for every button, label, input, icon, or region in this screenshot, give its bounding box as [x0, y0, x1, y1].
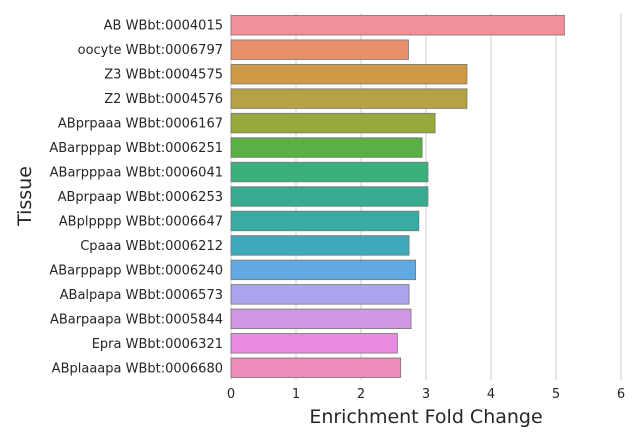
x-tick-labels: 0 1 2 3 4 5 6: [227, 387, 625, 402]
y-tick-label: ABplaaapa WBbt:0006680: [52, 361, 223, 376]
y-tick-label: ABarpppaa WBbt:0006041: [50, 166, 223, 181]
y-tick-label: Z3 WBbt:0004575: [104, 68, 223, 83]
bar-11: [230, 284, 410, 305]
y-tick-label: AB WBbt:0004015: [104, 19, 223, 34]
y-tick-label: Epra WBbt:0006321: [92, 337, 223, 352]
y-tick-label: ABprpaap WBbt:0006253: [58, 190, 223, 205]
bar-7: [230, 186, 429, 207]
y-tick-label: ABarpaapa WBbt:0005844: [50, 312, 223, 327]
y-tick-label: ABarpppap WBbt:0006251: [49, 141, 223, 156]
x-tick-label: 1: [292, 387, 300, 402]
x-tick-label: 4: [487, 387, 495, 402]
bar-13: [230, 333, 398, 354]
bar-8: [230, 210, 420, 232]
bar-12: [230, 308, 412, 330]
bars: [230, 15, 565, 378]
y-tick-label: oocyte WBbt:0006797: [78, 43, 223, 58]
x-tick-label: 5: [552, 387, 560, 402]
bar-14: [230, 357, 402, 378]
x-tick-label: 0: [227, 387, 235, 402]
bar-3: [230, 88, 468, 109]
bar-6: [230, 161, 429, 183]
x-tick-label: 3: [422, 387, 430, 402]
y-tick-label: ABarppapp WBbt:0006240: [49, 263, 223, 278]
bar-5: [230, 137, 423, 158]
bar-4: [230, 112, 436, 134]
bar-10: [230, 259, 417, 281]
y-tick-label: ABprpaaa WBbt:0006167: [58, 117, 223, 132]
y-tick-label: Cpaaa WBbt:0006212: [80, 239, 223, 254]
x-axis-label: Enrichment Fold Change: [309, 406, 542, 428]
y-tick-label: ABalpapa WBbt:0006573: [60, 288, 223, 303]
bar-1: [230, 39, 409, 60]
y-tick-labels: AB WBbt:0004015 oocyte WBbt:0006797 Z3 WBb…: [49, 19, 223, 377]
y-tick-label: ABplpppp WBbt:0006647: [59, 214, 223, 229]
y-tick-label: Z2 WBbt:0004576: [104, 92, 223, 107]
bar-9: [230, 235, 410, 256]
x-tick-label: 6: [617, 387, 625, 402]
bar-2: [230, 63, 468, 85]
y-axis-label: Tissue: [14, 166, 36, 227]
x-tick-label: 2: [357, 387, 365, 402]
bar-0: [230, 15, 565, 36]
